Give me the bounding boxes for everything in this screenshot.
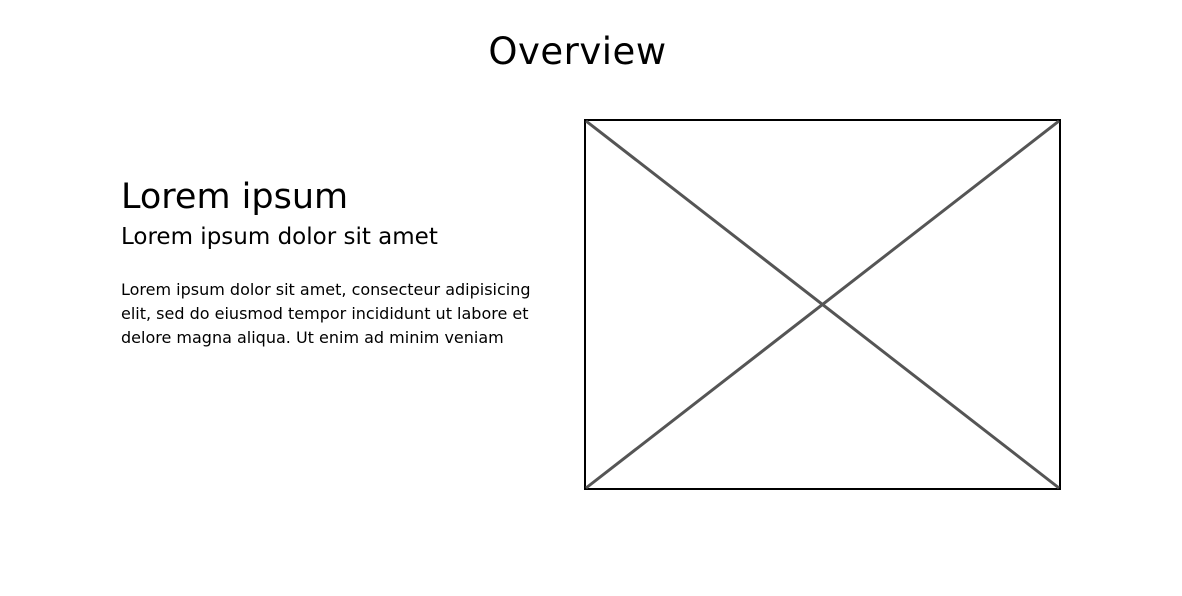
page-title: Overview xyxy=(488,30,667,73)
heading: Lorem ipsum xyxy=(121,177,349,217)
image-placeholder-x-icon xyxy=(584,119,1061,490)
placeholder-border xyxy=(584,119,1061,490)
image-placeholder xyxy=(584,119,1061,490)
body-paragraph: Lorem ipsum dolor sit amet, consecteur a… xyxy=(121,280,531,347)
placeholder-diagonal-2 xyxy=(585,119,1060,490)
text-block: Lorem ipsum Lorem ipsum dolor sit amet L… xyxy=(121,176,561,350)
subheading: Lorem ipsum dolor sit amet xyxy=(121,224,438,250)
